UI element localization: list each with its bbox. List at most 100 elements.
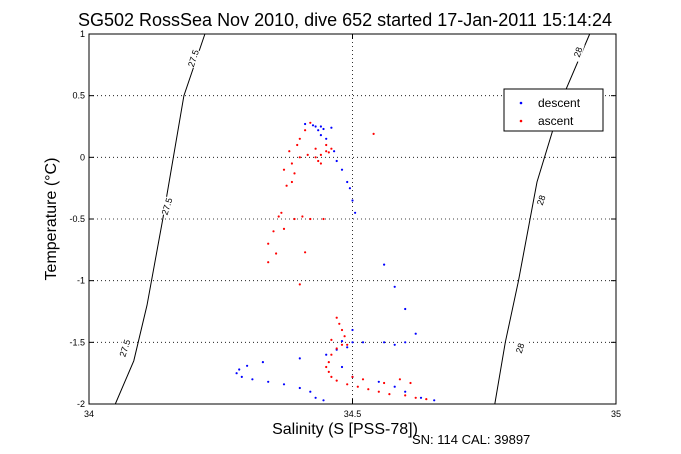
legend: descent ascent xyxy=(503,88,604,132)
ascent-point xyxy=(356,385,359,388)
ascent-point xyxy=(325,365,328,369)
contour-label-bg xyxy=(512,338,527,358)
ascent-point xyxy=(346,343,349,346)
legend-marker-ascent xyxy=(519,119,523,123)
ascent-point xyxy=(298,283,301,286)
ascent-point xyxy=(282,168,286,171)
legend-label-ascent: ascent xyxy=(538,114,574,128)
ascent-point xyxy=(343,335,346,338)
x-tick-label: 35 xyxy=(611,409,621,419)
y-tick-label: -0.5 xyxy=(69,214,85,224)
ascent-point xyxy=(275,252,278,255)
sigma-contour-line xyxy=(114,33,206,405)
descent-point xyxy=(346,346,349,349)
ascent-point xyxy=(298,156,301,159)
ascent-point xyxy=(267,242,270,245)
y-axis: -2 -1.5 -1 -0.5 0 0.5 1 xyxy=(69,29,616,409)
y-tick-label: -2 xyxy=(77,399,85,409)
ascent-point xyxy=(304,251,307,254)
sigma-contour-line xyxy=(494,33,591,405)
ascent-point xyxy=(314,156,317,159)
legend-marker-descent xyxy=(519,101,523,105)
ascent-point xyxy=(351,375,354,378)
ascent-point xyxy=(306,153,309,156)
descent-point xyxy=(298,386,301,390)
y-tick-label: -1 xyxy=(77,276,85,286)
ascent-point xyxy=(267,261,270,264)
ascent-point xyxy=(288,150,291,153)
descent-point xyxy=(267,380,270,383)
chart-title: SG502 RossSea Nov 2010, dive 652 started… xyxy=(78,10,612,30)
descent-point xyxy=(325,137,328,140)
descent-point xyxy=(246,364,249,367)
descent-point xyxy=(383,341,386,344)
ascent-point xyxy=(327,370,330,373)
descent-point xyxy=(322,127,325,131)
ascent-point xyxy=(280,211,283,214)
descent-point xyxy=(322,399,325,402)
descent-point xyxy=(351,199,354,202)
ascent-point xyxy=(304,129,307,132)
descent-point xyxy=(240,375,243,378)
descent-point xyxy=(377,380,380,383)
descent-point xyxy=(333,150,336,153)
ascent-point xyxy=(330,353,333,356)
descent-point xyxy=(311,124,315,127)
ascent-point xyxy=(298,137,301,140)
descent-point xyxy=(414,332,417,335)
x-axis-label: Salinity (S [PSS-78]) xyxy=(272,421,418,438)
ascent-point xyxy=(327,361,330,364)
contour-label-bg xyxy=(533,190,548,210)
ascent-point xyxy=(398,378,401,381)
x-tick-label: 34.5 xyxy=(344,409,362,419)
legend-box xyxy=(503,88,604,132)
calibration-footer: SN: 114 CAL: 39897 xyxy=(412,432,530,447)
ascent-point xyxy=(340,343,344,346)
descent-point xyxy=(351,328,354,332)
ascent-point xyxy=(327,151,330,154)
ascent-point xyxy=(272,230,275,233)
contour-label-group: 28 xyxy=(533,190,548,210)
ascent-point xyxy=(346,383,349,386)
contour-label-bg xyxy=(159,196,174,217)
descent-point xyxy=(304,122,307,126)
descent-point xyxy=(340,365,344,369)
descent-point xyxy=(282,383,286,386)
ascent-point xyxy=(388,393,391,396)
ascent-point xyxy=(322,217,325,221)
ascent-point xyxy=(372,132,375,135)
descent-point xyxy=(361,341,365,344)
descent-point xyxy=(309,390,312,393)
ascent-point xyxy=(330,147,333,150)
y-tick-label: -1.5 xyxy=(69,337,85,347)
descent-point xyxy=(351,341,354,344)
descent-point xyxy=(325,353,328,356)
ascent-point xyxy=(335,347,338,350)
ascent-point xyxy=(325,150,328,153)
ascent-point xyxy=(414,396,417,399)
ascent-point xyxy=(282,227,286,230)
descent-point xyxy=(393,285,396,288)
ascent-point xyxy=(330,338,333,341)
contour-label: 28 xyxy=(514,342,527,355)
contour-label: 28 xyxy=(572,46,585,59)
y-axis-label: Temperature (°C) xyxy=(43,158,60,281)
data-points xyxy=(235,121,436,402)
descent-point xyxy=(314,396,317,399)
descent-point xyxy=(330,126,333,129)
descent-point xyxy=(393,343,396,346)
contour-label-bg xyxy=(117,338,132,358)
ascent-point xyxy=(319,153,322,156)
ascent-point xyxy=(290,180,293,184)
ascent-point xyxy=(293,217,296,221)
ascent-point xyxy=(319,162,322,165)
descent-point xyxy=(261,361,264,364)
ascent-point xyxy=(330,375,333,378)
ascent-point xyxy=(335,379,338,382)
ascent-point xyxy=(309,121,312,124)
ascent-point xyxy=(301,215,304,218)
descent-point xyxy=(238,368,241,371)
descent-point xyxy=(383,263,386,266)
ascent-point xyxy=(409,381,412,385)
